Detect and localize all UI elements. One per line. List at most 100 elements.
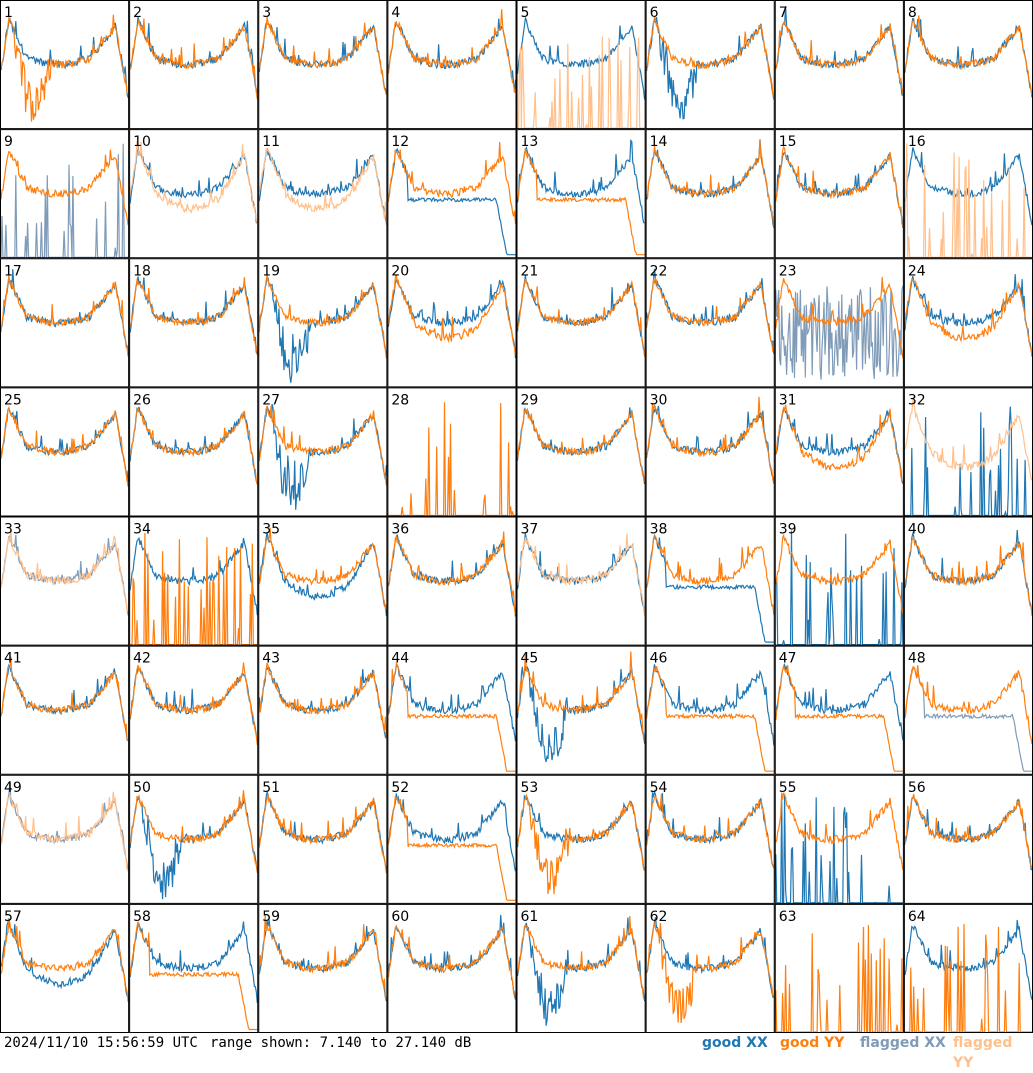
panel-17: 17 xyxy=(0,258,130,388)
legend-good-xx: good XX xyxy=(702,1035,768,1051)
panel-58-yy-line xyxy=(129,921,258,1031)
panel-2-yy-line xyxy=(129,18,258,100)
panel-19: 19 xyxy=(258,258,388,388)
panel-46-border xyxy=(645,645,775,775)
panel-19-label: 19 xyxy=(262,263,280,279)
panel-34-yy-line xyxy=(130,532,258,646)
panel-63-border xyxy=(774,903,904,1033)
panel-2-label: 2 xyxy=(133,5,142,21)
panel-39-border xyxy=(774,516,904,646)
panel-17-label: 17 xyxy=(4,263,22,279)
panel-63-yy-line xyxy=(775,925,904,1033)
panel-26-label: 26 xyxy=(133,392,151,408)
panel-5-yy-line xyxy=(517,36,645,129)
panel-54-xx-line xyxy=(646,789,775,868)
panel-18-yy-line xyxy=(129,277,258,356)
panel-60-border xyxy=(387,903,517,1033)
panel-41-border xyxy=(0,645,130,775)
panel-9-label: 9 xyxy=(4,134,13,150)
panel-35: 35 xyxy=(258,516,388,646)
panel-45: 45 xyxy=(516,645,646,775)
panel-4: 4 xyxy=(387,0,517,130)
panel-44-yy-line xyxy=(387,661,516,772)
panel-30-xx-line xyxy=(646,405,775,482)
panel-31: 31 xyxy=(774,387,904,517)
panel-17-border xyxy=(0,258,130,388)
panel-27-label: 27 xyxy=(262,392,280,408)
panel-28: 28 xyxy=(387,387,517,517)
panel-22-xx-line xyxy=(646,268,775,354)
panel-22-label: 22 xyxy=(650,263,668,279)
panel-8-label: 8 xyxy=(908,5,917,21)
panel-53-yy-line xyxy=(516,794,646,895)
panel-24: 24 xyxy=(903,258,1033,388)
panel-29-yy-line xyxy=(516,407,646,483)
panel-52-label: 52 xyxy=(391,780,409,796)
panel-17-yy-line xyxy=(0,275,129,357)
panel-7-yy-line xyxy=(775,21,904,94)
panel-14: 14 xyxy=(645,129,775,259)
panel-38-xx-line xyxy=(646,533,774,643)
panel-22-border xyxy=(645,258,775,388)
panel-16-yy-line xyxy=(904,143,1032,258)
legend-flagged-yy: flagged YY xyxy=(953,1035,1013,1071)
panel-29-border xyxy=(516,387,646,517)
panel-47-xx-line xyxy=(775,662,904,741)
panel-36-yy-line xyxy=(387,531,517,615)
panel-35-border xyxy=(258,516,388,646)
panel-23-border xyxy=(774,258,904,388)
panel-4-border xyxy=(387,0,517,130)
panel-2-border xyxy=(129,0,259,130)
panel-31-border xyxy=(774,387,904,517)
panel-51-border xyxy=(258,774,388,904)
panel-13-xx-line xyxy=(516,139,645,224)
panel-62-yy-line xyxy=(646,922,775,1024)
panel-41-yy-line xyxy=(0,656,129,742)
panel-5-xx-line xyxy=(516,15,646,100)
panel-16-label: 16 xyxy=(908,134,926,150)
panel-12-label: 12 xyxy=(391,134,409,150)
panel-30: 30 xyxy=(645,387,775,517)
panel-21-label: 21 xyxy=(521,263,539,279)
panel-42: 42 xyxy=(129,645,259,775)
panel-34: 34 xyxy=(129,516,259,646)
panel-55-yy-line xyxy=(775,792,904,870)
panel-40-yy-line xyxy=(904,536,1033,617)
panel-36-border xyxy=(387,516,517,646)
panel-46-label: 46 xyxy=(650,651,668,667)
panel-34-label: 34 xyxy=(133,522,151,538)
panel-35-yy-line xyxy=(258,527,387,610)
panel-27-yy-line xyxy=(258,405,387,486)
panel-33-xx-line xyxy=(0,534,129,616)
panel-59-label: 59 xyxy=(262,909,280,925)
panel-52-border xyxy=(387,774,517,904)
panel-23-yy-line xyxy=(775,276,904,359)
panel-60: 60 xyxy=(387,903,517,1033)
panel-26-border xyxy=(129,387,259,517)
panel-23-xx-line xyxy=(775,285,904,380)
panel-24-yy-line xyxy=(904,278,1033,356)
panel-14-border xyxy=(645,129,775,259)
panel-50-label: 50 xyxy=(133,780,151,796)
panel-44: 44 xyxy=(387,645,517,775)
panel-8-yy-line xyxy=(904,15,1033,96)
panel-40-label: 40 xyxy=(908,522,926,538)
panel-45-border xyxy=(516,645,646,775)
panel-12-xx-line xyxy=(387,147,516,256)
panel-62: 62 xyxy=(645,903,775,1033)
panel-61-xx-line xyxy=(516,917,646,1026)
panel-42-border xyxy=(129,645,259,775)
panel-3-label: 3 xyxy=(262,5,271,21)
panel-51-yy-line xyxy=(258,794,387,874)
panel-38: 38 xyxy=(645,516,775,646)
panel-43-yy-line xyxy=(258,662,387,739)
panel-42-yy-line xyxy=(129,662,258,745)
panel-48: 48 xyxy=(903,645,1033,775)
panel-61-yy-line xyxy=(516,915,646,1000)
panel-37-yy-line xyxy=(516,533,646,617)
panel-28-label: 28 xyxy=(391,392,409,408)
panel-27-xx-line xyxy=(258,403,387,510)
panel-17-xx-line xyxy=(0,269,129,356)
panel-60-yy-line xyxy=(387,925,517,999)
panel-39-yy-line xyxy=(775,533,904,614)
